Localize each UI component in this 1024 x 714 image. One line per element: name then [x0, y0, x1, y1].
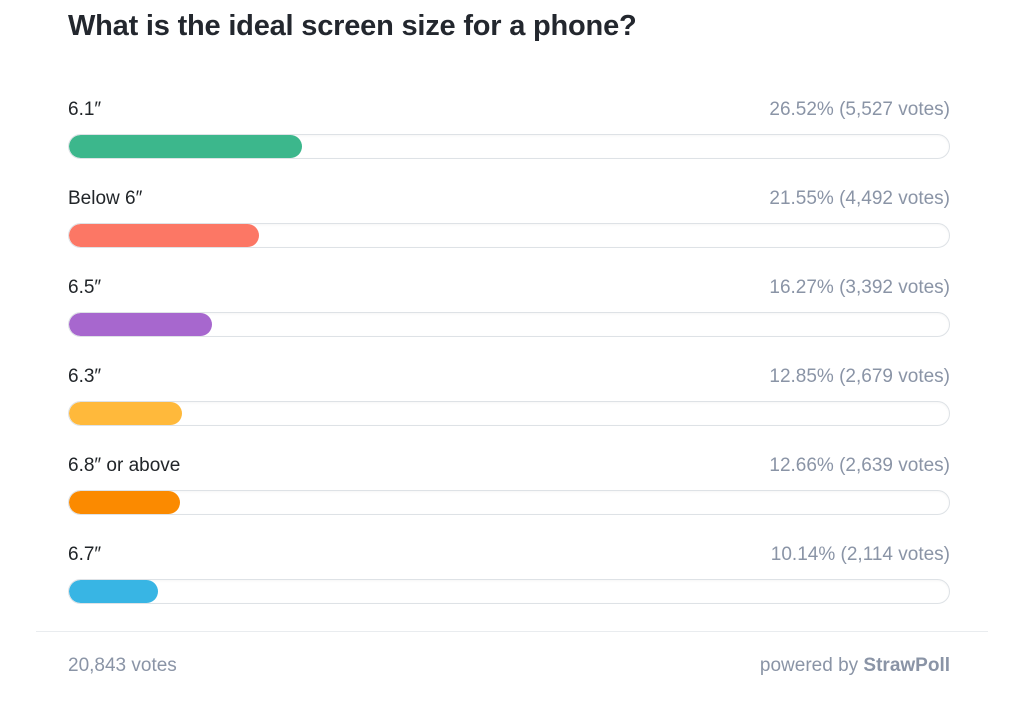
- option-stats: 10.14% (2,114 votes): [770, 544, 950, 565]
- option-header: 6.1″ 26.52% (5,527 votes): [68, 97, 950, 123]
- option-bar-fill: [69, 135, 303, 158]
- total-votes: 20,843 votes: [68, 655, 177, 676]
- option-track: [68, 223, 950, 248]
- poll-option-row: 6.7″ 10.14% (2,114 votes): [68, 542, 950, 604]
- option-bar-fill: [69, 491, 181, 514]
- option-stats: 12.66% (2,639 votes): [769, 455, 950, 476]
- option-track: [68, 401, 950, 426]
- option-bar-fill: [69, 580, 159, 603]
- option-stats: 12.85% (2,679 votes): [769, 366, 950, 387]
- poll-option-row: Below 6″ 21.55% (4,492 votes): [68, 186, 950, 248]
- option-header: Below 6″ 21.55% (4,492 votes): [68, 186, 950, 212]
- option-stats: 16.27% (3,392 votes): [769, 277, 950, 298]
- option-header: 6.3″ 12.85% (2,679 votes): [68, 364, 950, 390]
- footer-divider: [36, 631, 988, 632]
- poll-option-row: 6.5″ 16.27% (3,392 votes): [68, 275, 950, 337]
- option-bar-fill: [69, 313, 213, 336]
- option-header: 6.5″ 16.27% (3,392 votes): [68, 275, 950, 301]
- option-label: 6.8″ or above: [68, 455, 181, 476]
- option-bar-fill: [69, 224, 259, 247]
- option-track: [68, 312, 950, 337]
- option-bar-fill: [69, 402, 183, 425]
- poll-option-row: 6.3″ 12.85% (2,679 votes): [68, 364, 950, 426]
- option-stats: 21.55% (4,492 votes): [769, 188, 950, 209]
- option-label: 6.7″: [68, 544, 102, 565]
- poll-footer: 20,843 votes powered by StrawPoll: [68, 632, 950, 677]
- poll-option-row: 6.8″ or above 12.66% (2,639 votes): [68, 453, 950, 515]
- poll-option-row: 6.1″ 26.52% (5,527 votes): [68, 97, 950, 159]
- powered-by-text: powered by StrawPoll: [760, 655, 950, 677]
- strawpoll-brand-link[interactable]: StrawPoll: [863, 655, 950, 676]
- option-label: 6.3″: [68, 366, 102, 387]
- option-stats: 26.52% (5,527 votes): [769, 99, 950, 120]
- option-label: Below 6″: [68, 188, 143, 209]
- option-track: [68, 579, 950, 604]
- option-header: 6.8″ or above 12.66% (2,639 votes): [68, 453, 950, 479]
- option-label: 6.5″: [68, 277, 102, 298]
- powered-by-label: powered by: [759, 655, 859, 676]
- option-label: 6.1″: [68, 99, 102, 120]
- option-track: [68, 134, 950, 159]
- page-title: What is the ideal screen size for a phon…: [68, 10, 637, 42]
- option-track: [68, 490, 950, 515]
- option-header: 6.7″ 10.14% (2,114 votes): [68, 542, 950, 568]
